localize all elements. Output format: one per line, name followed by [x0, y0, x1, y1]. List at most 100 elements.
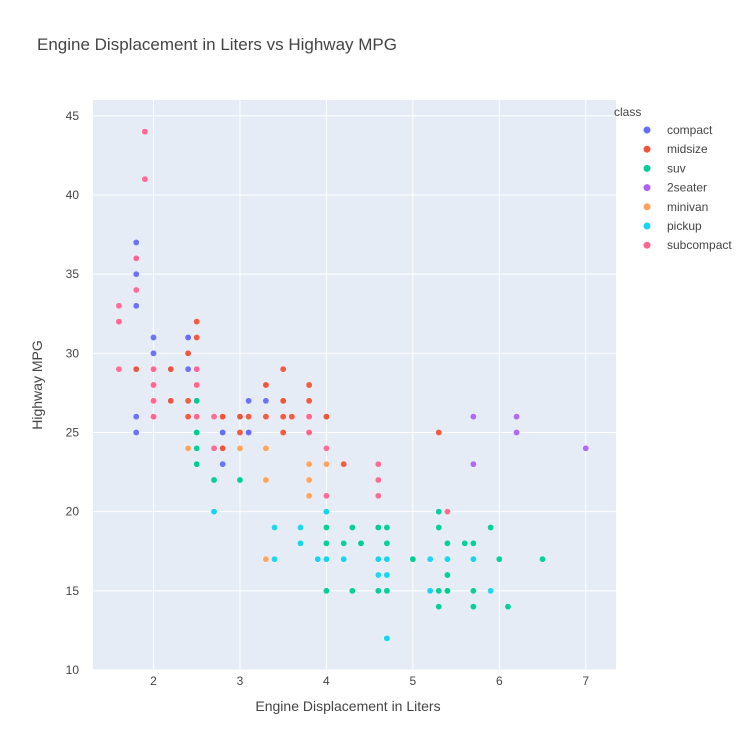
data-point[interactable]	[115, 318, 123, 326]
data-point[interactable]	[245, 413, 253, 421]
data-point[interactable]	[141, 175, 149, 183]
data-point[interactable]	[184, 365, 192, 373]
data-point[interactable]	[236, 476, 244, 484]
data-point[interactable]	[150, 381, 157, 389]
data-point[interactable]	[132, 286, 140, 294]
data-point[interactable]	[167, 365, 175, 373]
data-point[interactable]	[322, 460, 330, 468]
data-point[interactable]	[582, 444, 590, 452]
data-point[interactable]	[383, 555, 391, 563]
data-point[interactable]	[193, 334, 201, 341]
data-point[interactable]	[504, 603, 512, 611]
data-point[interactable]	[132, 413, 140, 421]
legend-item-subcompact[interactable]: subcompact	[643, 238, 733, 252]
data-point[interactable]	[210, 508, 218, 516]
data-point[interactable]	[262, 413, 270, 421]
data-point[interactable]	[305, 460, 313, 468]
data-point[interactable]	[219, 444, 227, 452]
data-point[interactable]	[443, 571, 451, 579]
data-point[interactable]	[271, 524, 278, 531]
data-point[interactable]	[383, 539, 391, 547]
data-point[interactable]	[322, 492, 330, 500]
data-point[interactable]	[461, 539, 469, 547]
data-point[interactable]	[305, 492, 313, 500]
data-point[interactable]	[193, 381, 201, 389]
data-point[interactable]	[322, 555, 330, 563]
data-point[interactable]	[435, 587, 443, 595]
data-point[interactable]	[513, 413, 521, 421]
data-point[interactable]	[322, 508, 330, 516]
data-point[interactable]	[210, 476, 218, 484]
data-point[interactable]	[495, 555, 503, 563]
legend-item-suv[interactable]: suv	[643, 161, 686, 175]
data-point[interactable]	[219, 460, 227, 468]
data-point[interactable]	[443, 555, 451, 563]
data-point[interactable]	[513, 429, 521, 436]
data-point[interactable]	[443, 587, 451, 595]
data-point[interactable]	[236, 413, 244, 421]
data-point[interactable]	[322, 539, 330, 547]
data-point[interactable]	[236, 429, 244, 436]
data-point[interactable]	[219, 429, 227, 436]
data-point[interactable]	[184, 397, 192, 405]
data-point[interactable]	[115, 302, 123, 310]
data-point[interactable]	[305, 476, 313, 484]
data-point[interactable]	[322, 413, 330, 421]
data-point[interactable]	[374, 476, 382, 484]
data-point[interactable]	[469, 460, 477, 468]
data-point[interactable]	[150, 349, 157, 357]
data-point[interactable]	[184, 334, 192, 341]
data-point[interactable]	[150, 365, 157, 373]
data-point[interactable]	[262, 476, 270, 484]
data-point[interactable]	[210, 444, 218, 452]
data-point[interactable]	[141, 128, 149, 136]
data-point[interactable]	[288, 413, 296, 421]
data-point[interactable]	[435, 429, 443, 436]
data-point[interactable]	[262, 381, 270, 389]
legend-item-2seater[interactable]: 2seater	[643, 181, 708, 195]
data-point[interactable]	[279, 413, 287, 421]
data-point[interactable]	[297, 539, 304, 547]
data-point[interactable]	[132, 254, 140, 262]
data-point[interactable]	[279, 397, 287, 405]
data-point[interactable]	[193, 444, 201, 452]
data-point[interactable]	[279, 365, 287, 373]
data-point[interactable]	[383, 571, 391, 579]
data-point[interactable]	[409, 555, 417, 563]
data-point[interactable]	[469, 539, 477, 547]
legend-item-midsize[interactable]: midsize	[643, 142, 709, 156]
legend-item-minivan[interactable]: minivan	[643, 200, 709, 214]
data-point[interactable]	[167, 397, 175, 405]
data-point[interactable]	[305, 413, 313, 421]
data-point[interactable]	[132, 365, 140, 373]
data-point[interactable]	[245, 429, 253, 436]
data-point[interactable]	[340, 539, 348, 547]
data-point[interactable]	[374, 524, 382, 531]
data-point[interactable]	[262, 397, 270, 405]
data-point[interactable]	[314, 555, 322, 563]
data-point[interactable]	[426, 587, 434, 595]
data-point[interactable]	[383, 524, 391, 531]
data-point[interactable]	[487, 587, 495, 595]
data-point[interactable]	[469, 555, 477, 563]
data-point[interactable]	[469, 603, 477, 611]
data-point[interactable]	[150, 397, 157, 405]
data-point[interactable]	[236, 444, 244, 452]
data-point[interactable]	[193, 318, 201, 326]
data-point[interactable]	[297, 524, 304, 531]
data-point[interactable]	[184, 444, 192, 452]
data-point[interactable]	[132, 302, 140, 310]
data-point[interactable]	[193, 460, 201, 468]
data-point[interactable]	[271, 555, 278, 563]
data-point[interactable]	[322, 587, 330, 595]
data-point[interactable]	[374, 460, 382, 468]
data-point[interactable]	[357, 539, 365, 547]
data-point[interactable]	[383, 587, 391, 595]
data-point[interactable]	[469, 587, 477, 595]
data-point[interactable]	[348, 524, 356, 531]
data-point[interactable]	[340, 460, 348, 468]
data-point[interactable]	[487, 524, 495, 531]
legend-item-pickup[interactable]: pickup	[643, 219, 703, 233]
data-point[interactable]	[262, 444, 270, 452]
data-point[interactable]	[469, 413, 477, 421]
